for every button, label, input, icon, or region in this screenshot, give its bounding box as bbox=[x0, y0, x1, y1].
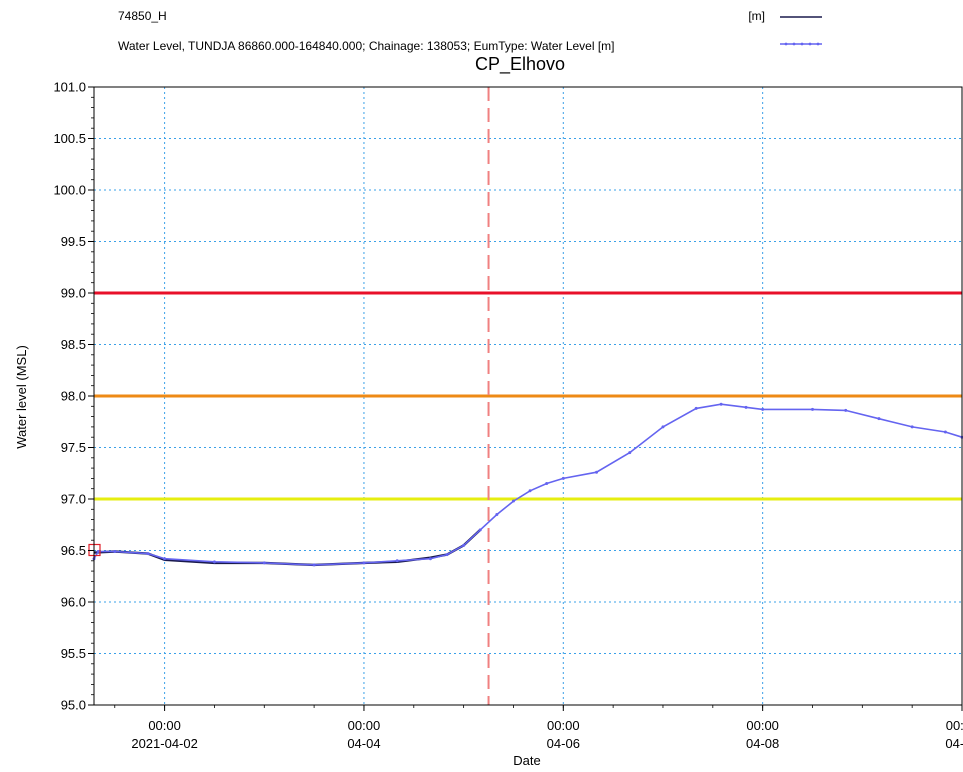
x-tick-time: 00:00 bbox=[148, 718, 181, 733]
legend-series-1-unit: [m] bbox=[748, 9, 765, 23]
series-point bbox=[595, 471, 598, 474]
chart-title: CP_Elhovo bbox=[475, 54, 565, 75]
y-axis-ticks: 95.0 95.5 96.0 96.5 97.0 97.5 98.0 98.5 99.0 99.5… bbox=[53, 80, 94, 713]
series-point bbox=[545, 482, 548, 485]
y-tick-label: 95.5 bbox=[61, 646, 86, 661]
legend-series-1-name: 74850_H bbox=[118, 9, 167, 23]
series-point bbox=[462, 544, 465, 547]
series-point bbox=[479, 528, 482, 531]
y-tick-label: 101.0 bbox=[53, 80, 86, 95]
series-point bbox=[720, 403, 723, 406]
legend-series-2-marker bbox=[785, 43, 788, 46]
series-point bbox=[446, 553, 449, 556]
y-tick-label: 100.5 bbox=[53, 131, 86, 146]
series-point bbox=[811, 408, 814, 411]
series-point bbox=[263, 561, 266, 564]
legend-series-2-marker bbox=[801, 43, 804, 46]
x-tick-time: 00:00 bbox=[348, 718, 381, 733]
series-point bbox=[944, 431, 947, 434]
series-point bbox=[911, 425, 914, 428]
legend-series-2-name: Water Level, TUNDJA 86860.000-164840.000… bbox=[118, 39, 615, 53]
x-axis-ticks: 00:00 2021-04-02 00:00 04-04 00:00 04-06 00:00… bbox=[115, 705, 963, 751]
series-point bbox=[495, 513, 498, 516]
series-point bbox=[877, 417, 880, 420]
series-point bbox=[844, 409, 847, 412]
y-tick-label: 95.0 bbox=[61, 698, 86, 713]
series-point bbox=[661, 425, 664, 428]
threshold-lines bbox=[94, 293, 962, 499]
series-point bbox=[146, 552, 149, 555]
x-tick-date: 04-06 bbox=[547, 736, 580, 751]
y-tick-label: 99.0 bbox=[61, 286, 86, 301]
series-line-2 bbox=[94, 404, 962, 565]
series-point bbox=[213, 560, 216, 563]
series-point bbox=[97, 550, 100, 553]
y-tick-label: 96.0 bbox=[61, 595, 86, 610]
series-point bbox=[429, 557, 432, 560]
x-tick-time: 00:00 bbox=[547, 718, 580, 733]
y-tick-label: 96.5 bbox=[61, 543, 86, 558]
series-point bbox=[529, 489, 532, 492]
series-point bbox=[362, 561, 365, 564]
x-tick-date: 2021-04-02 bbox=[131, 736, 198, 751]
y-axis-label: Water level (MSL) bbox=[14, 345, 29, 449]
x-axis-label: Date bbox=[513, 753, 540, 767]
series-point bbox=[396, 559, 399, 562]
y-tick-label: 98.0 bbox=[61, 389, 86, 404]
y-tick-label: 100.0 bbox=[53, 183, 86, 198]
series-point bbox=[113, 550, 116, 553]
legend: 74850_H [m] Water Level, TUNDJA 86860.00… bbox=[118, 9, 822, 53]
x-tick-date: 04-08 bbox=[746, 736, 779, 751]
x-tick-time: 00:00 bbox=[746, 718, 779, 733]
series-point bbox=[745, 406, 748, 409]
legend-series-2-marker bbox=[817, 43, 820, 46]
x-tick-date: 04-04 bbox=[347, 736, 380, 751]
legend-series-2-marker bbox=[793, 43, 796, 46]
x-tick-time: 00:00 bbox=[946, 718, 963, 733]
series-point bbox=[628, 451, 631, 454]
series-point bbox=[163, 557, 166, 560]
series-point bbox=[562, 477, 565, 480]
y-tick-label: 98.5 bbox=[61, 337, 86, 352]
series-point bbox=[761, 408, 764, 411]
y-tick-label: 97.0 bbox=[61, 492, 86, 507]
series-point bbox=[512, 500, 515, 503]
y-tick-label: 97.5 bbox=[61, 440, 86, 455]
series-point bbox=[695, 407, 698, 410]
legend-series-2-marker bbox=[809, 43, 812, 46]
x-tick-date: 04-10 bbox=[945, 736, 963, 751]
series-point bbox=[313, 563, 316, 566]
y-tick-label: 99.5 bbox=[61, 234, 86, 249]
series-group bbox=[89, 403, 963, 567]
